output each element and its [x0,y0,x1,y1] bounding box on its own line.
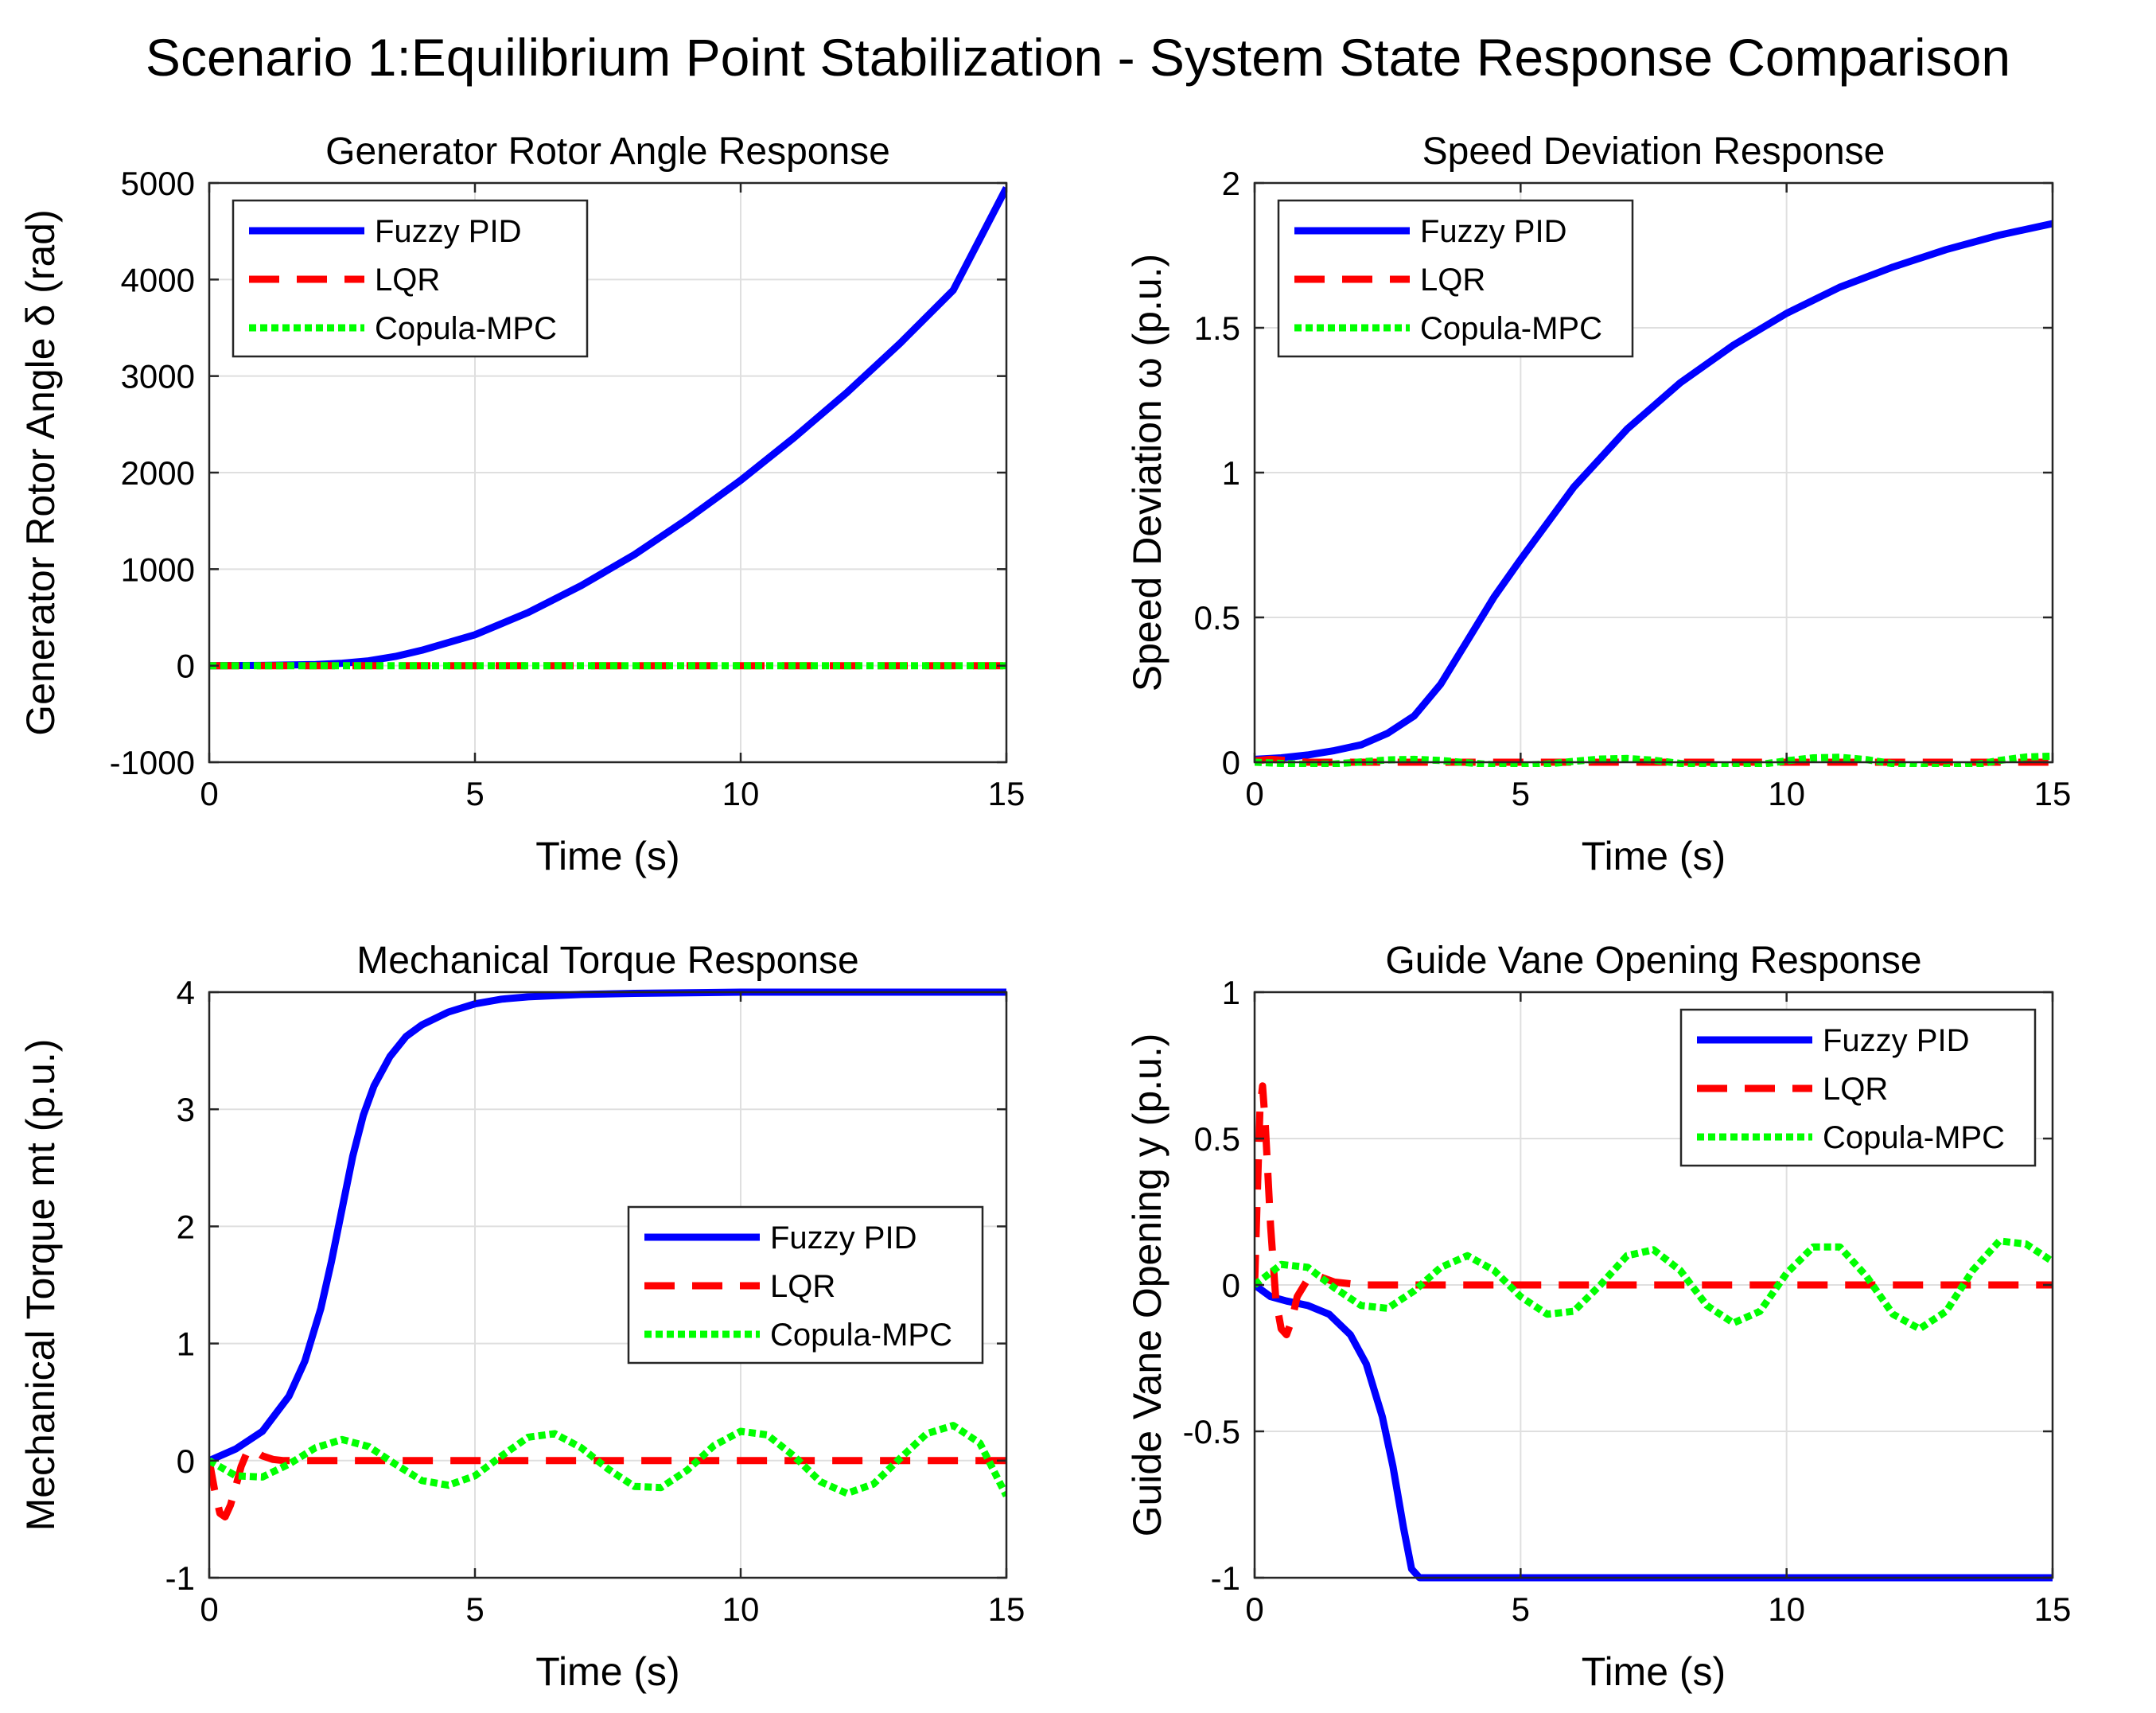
legend: Fuzzy PID LQR Copula-MPC [627,1205,984,1365]
series-group [209,988,1006,1520]
legend: Fuzzy PID LQR Copula-MPC [1679,1008,2037,1167]
y-tick-label: 1 [177,1326,195,1363]
y-axis-label: Guide Vane Opening y (p.u.) [1125,1034,1169,1537]
legend-box [1277,199,1634,358]
legend-label: Copula-MPC [770,1318,952,1353]
y-axis-label: Generator Rotor Angle δ (rad) [18,209,63,735]
y-tick-label: 1 [1222,974,1240,1011]
x-tick-label: 15 [2034,1590,2072,1628]
x-tick-label: 0 [200,1590,218,1628]
x-tick-label: 5 [465,775,484,812]
x-tick-label: 15 [2034,775,2072,812]
subplot-title: Guide Vane Opening Response [1385,940,1921,982]
subplot-4: 0 5 10 15 -1 -0.5 0 0.5 1 Guide Vane Opening Resp… [1125,940,2071,1694]
y-tick-label: 1 [1222,454,1240,492]
subplot-title: Speed Deviation Response [1422,130,1886,173]
legend-label: Fuzzy PID [1420,214,1566,249]
series-group [1255,220,2053,767]
legend-label: Fuzzy PID [770,1221,916,1256]
x-axis-label: Time (s) [535,1649,679,1694]
legend-label: LQR [770,1269,835,1304]
y-axis-label: Speed Deviation ω (p.u.) [1125,254,1169,691]
x-axis-label: Time (s) [1582,1649,1726,1694]
legend-label: LQR [375,263,440,298]
y-tick-label: 0 [1222,744,1240,781]
series-group [1255,1082,2053,1582]
y-tick-label: 1.5 [1194,310,1240,347]
y-tick-label: 0 [1222,1267,1240,1304]
x-tick-label: 10 [722,1590,760,1628]
subplot-1: 0 5 10 15-1000010002000300040005000Generato… [18,130,1025,878]
y-tick-label: 2000 [121,454,195,492]
y-tick-label: 2 [1222,165,1240,202]
legend-label: Copula-MPC [1823,1120,2005,1155]
y-tick-label: 0 [177,1442,195,1480]
y-tick-label: 4000 [121,261,195,298]
x-tick-label: 0 [200,775,218,812]
subplot-2: 0 5 10 15 0 0.5 1 1.5 2 Speed Deviation Response T… [1125,130,2071,878]
series-line-fuzzy-pid [1255,1282,2053,1582]
legend: Fuzzy PID LQR Copula-MPC [232,199,589,358]
legend-label: Copula-MPC [375,311,557,346]
y-tick-label: -1000 [110,744,195,781]
y-tick-label: 3 [177,1091,195,1128]
series-line-fuzzy-pid [1255,220,2053,763]
y-tick-label: 2 [177,1208,195,1245]
legend-box [627,1205,984,1365]
x-tick-label: 15 [988,1590,1025,1628]
legend-label: Fuzzy PID [1823,1023,1969,1058]
y-tick-label: -0.5 [1183,1413,1240,1450]
legend-label: LQR [1823,1072,1888,1107]
subplot-title: Generator Rotor Angle Response [325,130,890,173]
legend: Fuzzy PID LQR Copula-MPC [1277,199,1634,358]
legend-label: LQR [1420,263,1485,298]
series-line-lqr [209,1446,1006,1520]
x-tick-label: 0 [1245,1590,1263,1628]
x-tick-label: 10 [1768,775,1805,812]
y-tick-label: 4 [177,974,195,1011]
x-tick-label: 0 [1245,775,1263,812]
legend-label: Copula-MPC [1420,311,1602,346]
y-axis-label: Mechanical Torque mt (p.u.) [18,1039,63,1532]
x-tick-label: 5 [1512,1590,1530,1628]
y-tick-label: 0.5 [1194,1120,1240,1158]
x-tick-label: 5 [465,1590,484,1628]
y-tick-label: 0.5 [1194,599,1240,637]
axes-box [208,991,1008,1579]
legend-box [232,199,589,358]
x-axis-label: Time (s) [535,834,679,878]
series-line-fuzzy-pid [209,988,1006,1464]
legend-label: Fuzzy PID [375,214,521,249]
subplot-grid: 0 5 10 15-1000010002000300040005000Generato… [18,130,2071,1694]
figure-title: Scenario 1:Equilibrium Point Stabilizati… [146,28,2010,87]
x-tick-label: 10 [1768,1590,1805,1628]
series-group [209,186,1006,670]
series-line-copula-mpc [1255,1237,2053,1333]
y-tick-label: -1 [165,1559,195,1597]
x-tick-label: 5 [1512,775,1530,812]
series-line-lqr [1255,755,2053,766]
y-tick-label: 3000 [121,358,195,395]
y-tick-label: 5000 [121,165,195,202]
legend-box [1679,1008,2037,1167]
y-tick-label: 1000 [121,551,195,588]
x-axis-label: Time (s) [1582,834,1726,878]
y-tick-label: -1 [1211,1559,1240,1597]
x-tick-label: 15 [988,775,1025,812]
x-tick-label: 10 [722,775,760,812]
y-tick-label: 0 [177,648,195,685]
series-line-copula-mpc [209,1422,1006,1498]
subplot-title: Mechanical Torque Response [356,940,859,982]
